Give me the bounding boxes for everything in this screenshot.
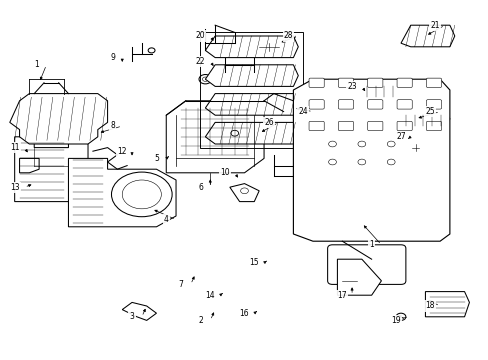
- Text: 10: 10: [220, 168, 229, 177]
- Polygon shape: [166, 101, 264, 173]
- Text: 23: 23: [346, 82, 356, 91]
- Polygon shape: [361, 83, 405, 101]
- FancyBboxPatch shape: [308, 100, 324, 109]
- Polygon shape: [15, 137, 88, 202]
- Polygon shape: [293, 79, 449, 241]
- FancyBboxPatch shape: [338, 78, 353, 87]
- Text: 22: 22: [195, 57, 205, 66]
- Text: 2: 2: [198, 316, 203, 325]
- Polygon shape: [205, 122, 298, 144]
- Polygon shape: [68, 158, 176, 227]
- Text: 3: 3: [129, 312, 134, 321]
- Polygon shape: [337, 259, 381, 295]
- Polygon shape: [205, 36, 298, 58]
- FancyBboxPatch shape: [396, 100, 411, 109]
- FancyBboxPatch shape: [426, 121, 441, 131]
- Text: 16: 16: [239, 309, 249, 318]
- Text: 4: 4: [163, 215, 168, 224]
- FancyBboxPatch shape: [396, 121, 411, 131]
- Text: 1: 1: [368, 240, 373, 249]
- FancyBboxPatch shape: [367, 121, 382, 131]
- Text: 11: 11: [10, 143, 20, 152]
- FancyBboxPatch shape: [426, 100, 441, 109]
- Text: 24: 24: [298, 107, 307, 116]
- Text: 20: 20: [195, 31, 205, 40]
- FancyBboxPatch shape: [367, 78, 382, 87]
- Text: 25: 25: [425, 107, 434, 116]
- FancyBboxPatch shape: [308, 78, 324, 87]
- Text: 17: 17: [337, 291, 346, 300]
- FancyBboxPatch shape: [396, 78, 411, 87]
- Polygon shape: [205, 94, 298, 115]
- FancyBboxPatch shape: [327, 245, 405, 284]
- Text: 28: 28: [283, 31, 293, 40]
- Polygon shape: [425, 292, 468, 317]
- FancyBboxPatch shape: [308, 121, 324, 131]
- FancyBboxPatch shape: [338, 121, 353, 131]
- Text: 15: 15: [249, 258, 259, 267]
- Text: 9: 9: [110, 53, 115, 62]
- Polygon shape: [205, 65, 298, 86]
- Text: 13: 13: [10, 183, 20, 192]
- Polygon shape: [10, 94, 107, 144]
- Text: 21: 21: [429, 21, 439, 30]
- Text: 12: 12: [117, 147, 127, 156]
- Polygon shape: [400, 112, 449, 130]
- Text: 19: 19: [390, 316, 400, 325]
- FancyBboxPatch shape: [338, 100, 353, 109]
- Text: 27: 27: [395, 132, 405, 141]
- Polygon shape: [400, 25, 454, 47]
- Text: 14: 14: [205, 291, 215, 300]
- Text: 26: 26: [264, 118, 273, 127]
- FancyBboxPatch shape: [426, 78, 441, 87]
- FancyBboxPatch shape: [367, 100, 382, 109]
- Polygon shape: [20, 158, 39, 173]
- Text: 1: 1: [34, 60, 39, 69]
- Text: 6: 6: [198, 183, 203, 192]
- Text: 8: 8: [110, 122, 115, 130]
- Text: 5: 5: [154, 154, 159, 163]
- Text: 18: 18: [425, 302, 434, 310]
- Text: 7: 7: [178, 280, 183, 289]
